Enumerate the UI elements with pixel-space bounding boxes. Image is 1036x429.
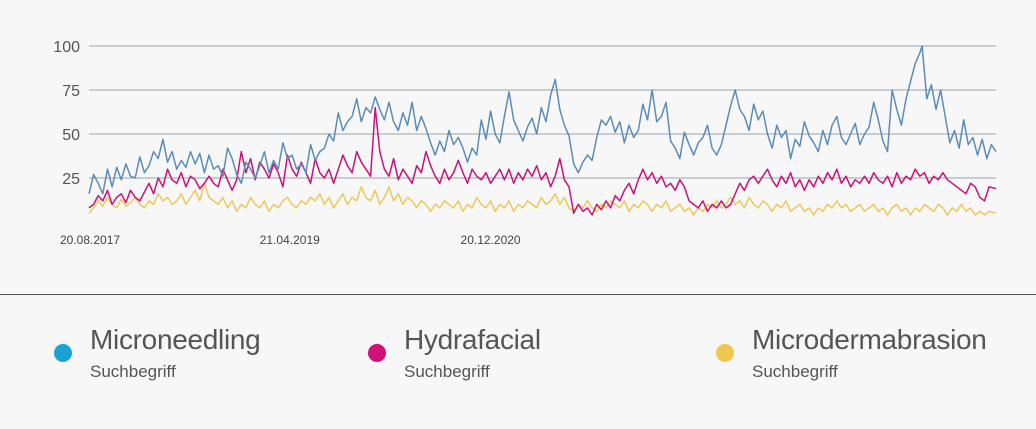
legend-dot-hydrafacial <box>368 344 386 362</box>
chart-svg: 25 50 75 100 20.08.2017 21.04.2019 20.12.2020 <box>53 39 997 247</box>
legend-dot-microdermabrasion <box>716 344 734 362</box>
legend-term-microneedling: Microneedling <box>90 324 261 355</box>
legend-term-microdermabrasion: Microdermabrasion <box>752 324 987 355</box>
series-line-hydrafacial <box>88 106 997 216</box>
y-tick-label-100: 100 <box>53 39 80 56</box>
series-line-microneedling <box>88 45 997 195</box>
trend-chart: 25 50 75 100 20.08.2017 21.04.2019 20.12.2020 <box>53 39 997 247</box>
y-tick-label-50: 50 <box>62 127 80 144</box>
legend-item-hydrafacial[interactable]: Hydrafacial Suchbegriff <box>368 322 668 402</box>
x-tick-label-3: 20.12.2020 <box>461 233 521 247</box>
legend-item-microdermabrasion[interactable]: Microdermabrasion Suchbegriff <box>716 322 1026 402</box>
x-tick-label-1: 20.08.2017 <box>60 233 120 247</box>
legend-sublabel-microdermabrasion: Suchbegriff <box>752 362 838 381</box>
y-tick-label-75: 75 <box>62 83 80 100</box>
legend-sublabel-microneedling: Suchbegriff <box>90 362 176 381</box>
legend-term-hydrafacial: Hydrafacial <box>404 324 541 355</box>
legend-dot-microneedling <box>54 344 72 362</box>
legend-item-microneedling[interactable]: Microneedling Suchbegriff <box>54 322 354 402</box>
series-line-microdermabrasion <box>88 182 997 216</box>
legend-divider <box>0 294 1036 295</box>
y-tick-label-25: 25 <box>62 171 80 188</box>
x-tick-label-2: 21.04.2019 <box>260 233 320 247</box>
legend-sublabel-hydrafacial: Suchbegriff <box>404 362 490 381</box>
